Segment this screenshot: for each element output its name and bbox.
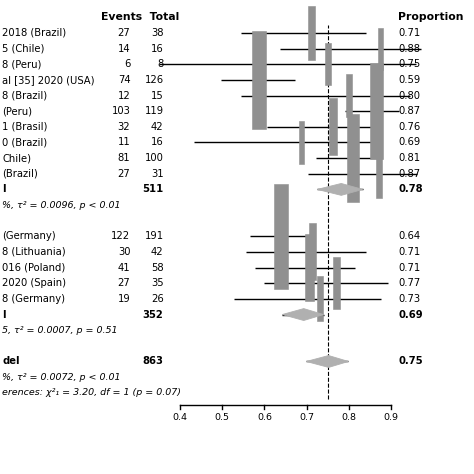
Text: 27: 27 xyxy=(118,28,130,38)
Text: 122: 122 xyxy=(111,231,130,241)
Text: 2020 (Spain): 2020 (Spain) xyxy=(2,278,66,288)
Text: 27: 27 xyxy=(118,169,130,179)
Text: 0.59: 0.59 xyxy=(398,75,420,85)
Text: 352: 352 xyxy=(143,310,164,319)
Text: 0.87: 0.87 xyxy=(398,106,420,116)
Text: 0.75: 0.75 xyxy=(398,59,420,69)
Text: 0.71: 0.71 xyxy=(398,247,420,257)
Text: 0.69: 0.69 xyxy=(398,137,420,147)
Text: 0.75: 0.75 xyxy=(398,356,423,366)
Text: 0.6: 0.6 xyxy=(257,413,272,422)
Text: 8: 8 xyxy=(157,59,164,69)
Text: Proportion: Proportion xyxy=(398,11,464,21)
Text: 16: 16 xyxy=(151,137,164,147)
Bar xyxy=(309,224,317,281)
Bar xyxy=(333,257,340,309)
Bar xyxy=(252,31,265,129)
Text: al [35] 2020 (USA): al [35] 2020 (USA) xyxy=(2,75,95,85)
Text: erences: χ²₁ = 3.20, df = 1 (p = 0.07): erences: χ²₁ = 3.20, df = 1 (p = 0.07) xyxy=(2,388,182,397)
Bar xyxy=(346,74,352,117)
Text: %, τ² = 0.0096, p < 0.01: %, τ² = 0.0096, p < 0.01 xyxy=(2,201,121,210)
Text: 191: 191 xyxy=(145,231,164,241)
Text: 0.5: 0.5 xyxy=(215,413,230,422)
Text: 19: 19 xyxy=(118,294,130,304)
Text: 0.4: 0.4 xyxy=(173,413,188,422)
Text: Chile): Chile) xyxy=(2,153,31,163)
Text: 103: 103 xyxy=(111,106,130,116)
Text: 2018 (Brazil): 2018 (Brazil) xyxy=(2,28,66,38)
Bar xyxy=(375,149,382,198)
Text: 11: 11 xyxy=(118,137,130,147)
Text: 8 (Brazil): 8 (Brazil) xyxy=(2,91,47,100)
Bar xyxy=(299,121,304,164)
Text: I: I xyxy=(2,310,6,319)
Polygon shape xyxy=(282,309,324,320)
Text: 0.87: 0.87 xyxy=(398,169,420,179)
Text: del: del xyxy=(2,356,20,366)
Text: 31: 31 xyxy=(151,169,164,179)
Bar xyxy=(347,114,359,202)
Text: 0.88: 0.88 xyxy=(398,44,420,54)
Text: (Germany): (Germany) xyxy=(2,231,56,241)
Bar xyxy=(325,43,331,85)
Text: 0.71: 0.71 xyxy=(398,263,420,273)
Text: 5, τ² = 0.0007, p = 0.51: 5, τ² = 0.0007, p = 0.51 xyxy=(2,326,118,335)
Bar xyxy=(305,234,314,301)
Bar xyxy=(329,99,337,155)
Text: 0.81: 0.81 xyxy=(398,153,420,163)
Text: 38: 38 xyxy=(151,28,164,38)
Text: 15: 15 xyxy=(151,91,164,100)
Text: 0.73: 0.73 xyxy=(398,294,420,304)
Text: I: I xyxy=(2,184,6,194)
Text: 30: 30 xyxy=(118,247,130,257)
Text: 6: 6 xyxy=(124,59,130,69)
Text: 863: 863 xyxy=(143,356,164,366)
Text: 016 (Poland): 016 (Poland) xyxy=(2,263,65,273)
Text: 1 (Brasil): 1 (Brasil) xyxy=(2,122,48,132)
Bar xyxy=(308,6,315,60)
Bar xyxy=(317,276,323,321)
Text: 126: 126 xyxy=(145,75,164,85)
Text: Events  Total: Events Total xyxy=(100,11,179,21)
Text: 511: 511 xyxy=(142,184,164,194)
Text: 0.71: 0.71 xyxy=(398,28,420,38)
Text: 42: 42 xyxy=(151,247,164,257)
Text: %, τ² = 0.0072, p < 0.01: %, τ² = 0.0072, p < 0.01 xyxy=(2,373,121,382)
Text: (Peru): (Peru) xyxy=(2,106,32,116)
Text: 8 (Germany): 8 (Germany) xyxy=(2,294,65,304)
Text: 8 (Lithuania): 8 (Lithuania) xyxy=(2,247,66,257)
Text: 16: 16 xyxy=(151,44,164,54)
Text: 0.9: 0.9 xyxy=(383,413,399,422)
Text: 81: 81 xyxy=(118,153,130,163)
Text: 0.76: 0.76 xyxy=(398,122,420,132)
Text: 100: 100 xyxy=(145,153,164,163)
Text: 42: 42 xyxy=(151,122,164,132)
Text: 58: 58 xyxy=(151,263,164,273)
Text: 35: 35 xyxy=(151,278,164,288)
Bar xyxy=(274,183,288,289)
Text: 14: 14 xyxy=(118,44,130,54)
Text: 5 (Chile): 5 (Chile) xyxy=(2,44,45,54)
Text: 119: 119 xyxy=(145,106,164,116)
Text: 74: 74 xyxy=(118,75,130,85)
Text: 8 (Peru): 8 (Peru) xyxy=(2,59,42,69)
Polygon shape xyxy=(317,183,363,195)
Text: 0.77: 0.77 xyxy=(398,278,420,288)
Polygon shape xyxy=(306,356,348,367)
Text: 0 (Brazil): 0 (Brazil) xyxy=(2,137,47,147)
Text: 0.8: 0.8 xyxy=(341,413,356,422)
Text: 0.78: 0.78 xyxy=(398,184,423,194)
Text: 0.64: 0.64 xyxy=(398,231,420,241)
Text: 0.7: 0.7 xyxy=(299,413,314,422)
Text: 12: 12 xyxy=(118,91,130,100)
Text: 26: 26 xyxy=(151,294,164,304)
Text: 0.80: 0.80 xyxy=(398,91,420,100)
Text: 41: 41 xyxy=(118,263,130,273)
Text: (Brazil): (Brazil) xyxy=(2,169,38,179)
Text: 0.69: 0.69 xyxy=(398,310,423,319)
Text: 27: 27 xyxy=(118,278,130,288)
Bar xyxy=(370,63,383,159)
Bar xyxy=(378,27,383,70)
Text: 32: 32 xyxy=(118,122,130,132)
